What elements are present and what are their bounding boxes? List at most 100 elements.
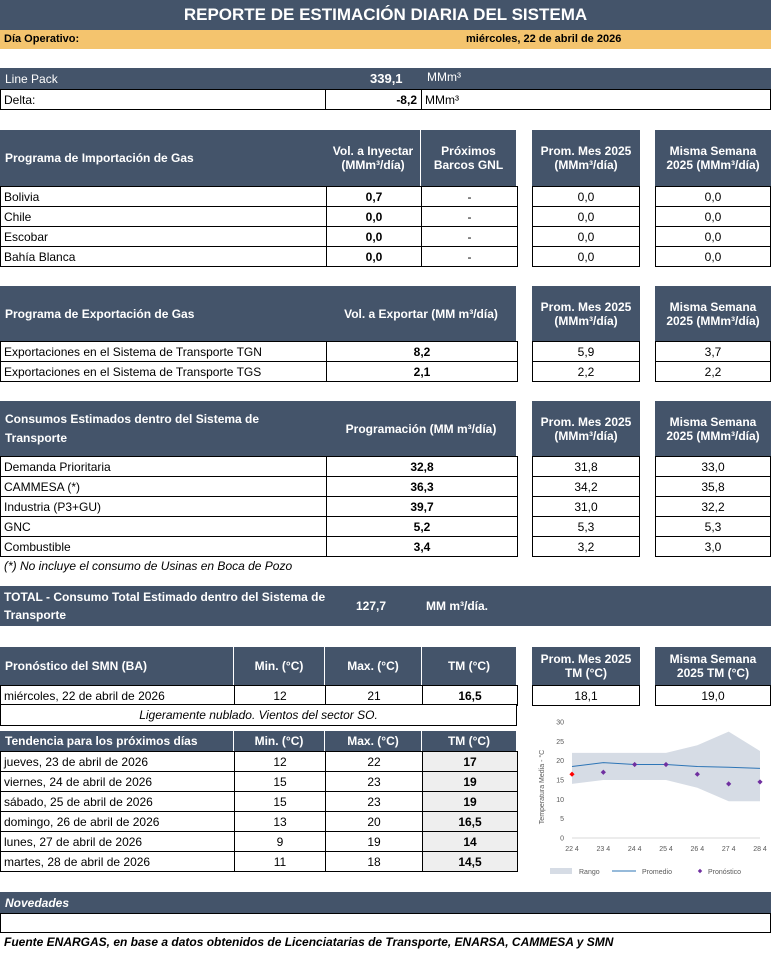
- x-tick-label: 23 4: [597, 846, 611, 853]
- importacion-table: Bolivia 0,7- Chile 0,0- Escobar 0,0- Bahía …: [0, 186, 518, 267]
- y-tick-label: 5: [560, 816, 564, 823]
- tendencia-col-max: Max. (°C): [325, 731, 421, 751]
- tend-date: martes, 28 de abril de 2026: [0, 851, 235, 872]
- legend-rango-swatch: [550, 868, 572, 874]
- importacion-col-barcos: Próximos Barcos GNL: [421, 130, 516, 186]
- row-name: Bahía Blanca: [0, 246, 327, 267]
- tend-date: viernes, 24 de abril de 2026: [0, 771, 235, 792]
- total-bar: TOTAL - Consumo Total Estimado dentro de…: [0, 586, 771, 626]
- legend-rango-label: Rango: [579, 869, 600, 876]
- importacion-misma-table: 0,0 0,0 0,0 0,0: [655, 186, 771, 267]
- importacion-col-misma: Misma Semana 2025 (MMm³/día): [655, 130, 771, 186]
- row-prog: 39,7: [326, 496, 518, 517]
- misma-cell: 2,2: [655, 361, 771, 382]
- row-barcos: -: [421, 186, 518, 207]
- prom-cell: 0,0: [532, 226, 640, 247]
- tend-tm: 19: [422, 771, 518, 792]
- tend-max: 20: [325, 811, 423, 832]
- row-prog: 32,8: [326, 456, 518, 477]
- tend-max: 19: [325, 831, 423, 852]
- importacion-prom-table: 0,0 0,0 0,0 0,0: [532, 186, 640, 267]
- tendencia-col-tm: TM (°C): [422, 731, 516, 751]
- dia-operativo-value: miércoles, 22 de abril de 2026: [466, 33, 622, 45]
- linepack-row: Line Pack: [0, 68, 771, 89]
- chart-xticks: 22 4 23 4 24 4 25 4 26 4 27 4 28 4: [565, 846, 767, 853]
- linepack-label: Line Pack: [5, 71, 58, 86]
- prom-cell: 0,0: [532, 186, 640, 207]
- x-tick-label: 28 4: [753, 846, 767, 853]
- pronostico-point: [663, 761, 669, 768]
- tend-tm: 16,5: [422, 811, 518, 832]
- table-row: Industria (P3+GU) 39,7: [0, 496, 518, 517]
- exportacion-col-misma: Misma Semana 2025 (MMm³/día): [655, 286, 771, 341]
- legend-promedio-label: Promedio: [642, 869, 672, 876]
- dia-operativo-bar: Día Operativo: miércoles, 22 de abril de…: [0, 30, 771, 49]
- pronostico-prom-table: 18,1: [532, 685, 640, 706]
- y-tick-label: 20: [556, 758, 564, 765]
- pronostico-col-min: Min. (°C): [234, 647, 324, 685]
- row-name: Escobar: [0, 226, 327, 247]
- chart-yticks: 0 5 10 15 20 25 30: [556, 720, 564, 843]
- misma-cell: 0,0: [655, 226, 771, 247]
- total-value: 127,7: [356, 599, 387, 613]
- table-row: martes, 28 de abril de 2026 11 18 14,5: [0, 851, 518, 872]
- delta-value: -8,2: [325, 89, 422, 110]
- x-tick-label: 26 4: [691, 846, 705, 853]
- row-name: Combustible: [0, 536, 327, 557]
- table-row: Exportaciones en el Sistema de Transport…: [0, 361, 518, 382]
- misma-cell: 3,7: [655, 341, 771, 362]
- table-row: lunes, 27 de abril de 2026 9 19 14: [0, 831, 518, 852]
- delta-unit: MMm³: [421, 89, 771, 110]
- row-vol: 2,1: [326, 361, 518, 382]
- y-tick-label: 30: [556, 720, 564, 727]
- consumos-col-prog: Programación (MM m³/día): [326, 401, 516, 456]
- pronostico-date: miércoles, 22 de abril de 2026: [0, 685, 235, 706]
- misma-cell: 5,3: [655, 516, 771, 537]
- table-row: Demanda Prioritaria 32,8: [0, 456, 518, 477]
- tend-tm: 14: [422, 831, 518, 852]
- pronostico-desc: Ligeramente nublado. Vientos del sector …: [0, 704, 517, 726]
- row-vol: 8,2: [326, 341, 518, 362]
- y-tick-label: 10: [556, 797, 564, 804]
- row-name: CAMMESA (*): [0, 476, 327, 497]
- table-row: sábado, 25 de abril de 2026 15 23 19: [0, 791, 518, 812]
- row-prog: 3,4: [326, 536, 518, 557]
- prom-cell: 3,2: [532, 536, 640, 557]
- prom-cell: 0,0: [532, 206, 640, 227]
- tend-tm: 19: [422, 791, 518, 812]
- row-vol: 0,0: [326, 246, 422, 267]
- row-vol: 0,0: [326, 206, 422, 227]
- table-row: jueves, 23 de abril de 2026 12 22 17: [0, 751, 518, 772]
- row-name: Demanda Prioritaria: [0, 456, 327, 477]
- misma-cell: 32,2: [655, 496, 771, 517]
- table-row: Escobar 0,0-: [0, 226, 518, 247]
- tendencia-title: Tendencia para los próximos días: [0, 731, 233, 751]
- y-tick-label: 0: [560, 836, 564, 843]
- chart-legend: Rango Promedio Pronóstico: [550, 868, 741, 876]
- y-tick-label: 15: [556, 778, 564, 785]
- tend-max: 22: [325, 751, 423, 772]
- legend-pronostico-swatch: [697, 868, 703, 874]
- prom-cell: 5,3: [532, 516, 640, 537]
- total-unit: MM m³/día.: [426, 599, 488, 613]
- row-vol: 0,7: [326, 186, 422, 207]
- report-title: REPORTE DE ESTIMACIÓN DIARIA DEL SISTEMA: [0, 0, 771, 30]
- tend-min: 15: [234, 791, 326, 812]
- pronostico-col-prom: Prom. Mes 2025 TM (°C): [532, 647, 640, 685]
- total-label: TOTAL - Consumo Total Estimado dentro de…: [4, 590, 326, 622]
- row-name: GNC: [0, 516, 327, 537]
- consumos-misma-table: 33,0 35,8 32,2 5,3 3,0: [655, 456, 771, 557]
- misma-cell: 33,0: [655, 456, 771, 477]
- misma-cell: 35,8: [655, 476, 771, 497]
- row-vol: 0,0: [326, 226, 422, 247]
- consumos-col-misma: Misma Semana 2025 (MMm³/día): [655, 401, 771, 456]
- table-row: domingo, 26 de abril de 2026 13 20 16,5: [0, 811, 518, 832]
- x-tick-label: 25 4: [659, 846, 673, 853]
- prom-cell: 2,2: [532, 361, 640, 382]
- x-tick-label: 27 4: [722, 846, 736, 853]
- linepack-unit: MMm³: [427, 70, 461, 84]
- prom-cell: 34,2: [532, 476, 640, 497]
- pronostico-table: miércoles, 22 de abril de 2026 12 21 16,…: [0, 685, 518, 706]
- tendencia-col-min: Min. (°C): [234, 731, 324, 751]
- delta-label: Delta:: [0, 89, 326, 110]
